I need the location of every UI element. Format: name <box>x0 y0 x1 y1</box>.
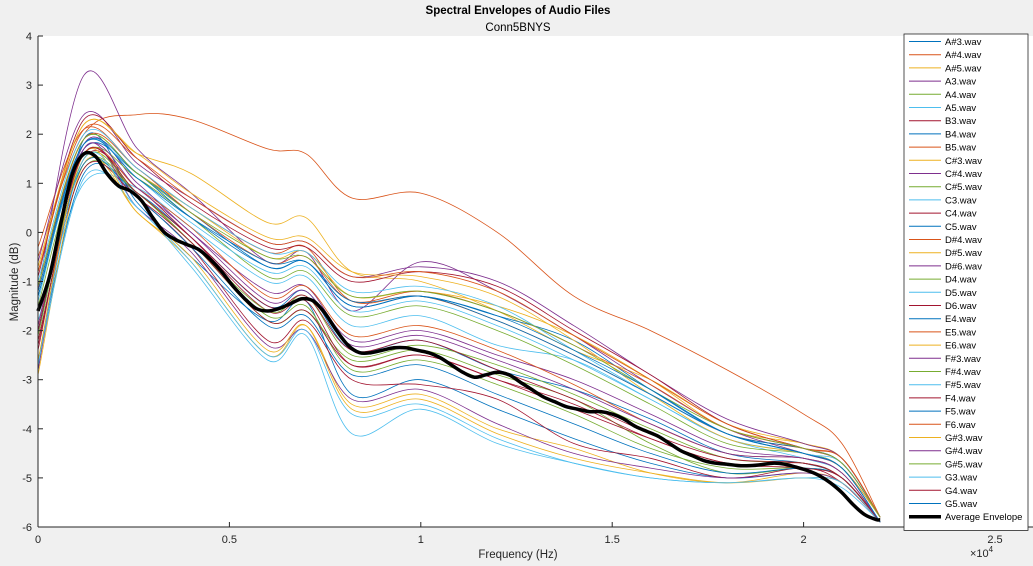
y-tick-label: -3 <box>22 375 32 387</box>
legend-label: E6.wav <box>945 341 976 352</box>
legend-label: F6.wav <box>945 420 976 431</box>
x-tick-label: 2 <box>801 534 807 546</box>
legend-label: D#5.wav <box>945 248 982 259</box>
legend-label: F4.wav <box>945 393 976 404</box>
y-tick-label: 1 <box>26 178 32 190</box>
series-line-24 <box>37 118 881 518</box>
series-line-35 <box>37 147 881 523</box>
series-line-33 <box>37 133 881 518</box>
x-tick-label: 2.5 <box>987 534 1002 546</box>
y-tick-label: 2 <box>26 129 32 141</box>
y-axis-label: Magnitude (dB) <box>9 243 21 322</box>
series-line-30 <box>37 123 881 518</box>
y-tick-label: -6 <box>22 522 32 534</box>
legend-box <box>903 33 1029 531</box>
x-exponent-power: 4 <box>989 545 994 554</box>
x-exponent-base: ×10 <box>970 548 989 560</box>
legend-label-average: Average Envelope <box>945 512 1022 523</box>
y-tick-label: -2 <box>22 326 32 338</box>
series-line-34 <box>37 151 881 523</box>
legend-label: B4.wav <box>945 129 976 140</box>
legend-label: A4.wav <box>945 90 976 101</box>
series-lines <box>36 70 881 523</box>
average-envelope-line <box>36 150 881 522</box>
legend-label: C#3.wav <box>945 156 982 167</box>
x-tick-label: 1 <box>418 534 424 546</box>
legend-label: E4.wav <box>945 314 976 325</box>
legend-label: F5.wav <box>945 407 976 418</box>
legend-label: D6.wav <box>945 301 977 312</box>
y-tick-label: 4 <box>26 31 32 43</box>
y-tick-label: -1 <box>22 277 32 289</box>
series-line-36 <box>37 138 881 523</box>
legend-label: A3.wav <box>945 77 976 88</box>
legend-label: F#3.wav <box>945 354 981 365</box>
legend-label: B3.wav <box>945 116 976 127</box>
legend-label: G3.wav <box>945 473 977 484</box>
legend-label: G4.wav <box>945 486 977 497</box>
series-line-18 <box>37 111 881 518</box>
x-exponent-label: ×104 <box>970 545 994 560</box>
legend-label: D#4.wav <box>945 235 982 246</box>
y-tick-label: 0 <box>26 227 32 239</box>
legend-label: F#4.wav <box>945 367 981 378</box>
legend-label: G#5.wav <box>945 459 983 470</box>
y-tick-label: 3 <box>26 80 32 92</box>
legend: A#3.wav A#4.wav A#5.wav A3.wav A4.wav A5.wav B… <box>903 33 1029 531</box>
legend-label: A#3.wav <box>945 37 982 48</box>
legend-label: F#5.wav <box>945 380 981 391</box>
series-line-2 <box>37 113 881 518</box>
legend-label: G#3.wav <box>945 433 983 444</box>
legend-label: D5.wav <box>945 288 977 299</box>
plot-area <box>38 36 1033 527</box>
legend-label: C5.wav <box>945 222 977 233</box>
chart-title: Spectral Envelopes of Audio Files <box>426 5 611 17</box>
legend-label: G#4.wav <box>945 446 983 457</box>
legend-label: B5.wav <box>945 143 976 154</box>
chart-subtitle: Conn5BNYS <box>485 22 551 34</box>
series-line-11 <box>37 136 881 523</box>
x-tick-label: 0 <box>35 534 41 546</box>
legend-label: C#5.wav <box>945 182 982 193</box>
legend-label: C4.wav <box>945 209 977 220</box>
series-line-32 <box>37 142 881 523</box>
legend-label: E5.wav <box>945 327 976 338</box>
legend-label: C#4.wav <box>945 169 982 180</box>
x-axis-label: Frequency (Hz) <box>478 549 557 561</box>
y-tick-label: -4 <box>22 424 32 436</box>
legend-label: D4.wav <box>945 275 977 286</box>
axes: 0 0.5 1 1.5 2 2.5 4 3 2 1 0 -1 -2 -3 -4 -5 -6 <box>22 31 1033 546</box>
x-tick-label: 0.5 <box>222 534 237 546</box>
legend-label: C3.wav <box>945 195 977 206</box>
legend-label: D#6.wav <box>945 261 982 272</box>
legend-label: A#4.wav <box>945 50 982 61</box>
legend-label: A#5.wav <box>945 63 982 74</box>
x-tick-label: 1.5 <box>605 534 620 546</box>
legend-label: G5.wav <box>945 499 977 510</box>
series-line-4 <box>37 70 881 518</box>
y-tick-label: -5 <box>22 473 32 485</box>
legend-label: A5.wav <box>945 103 976 114</box>
